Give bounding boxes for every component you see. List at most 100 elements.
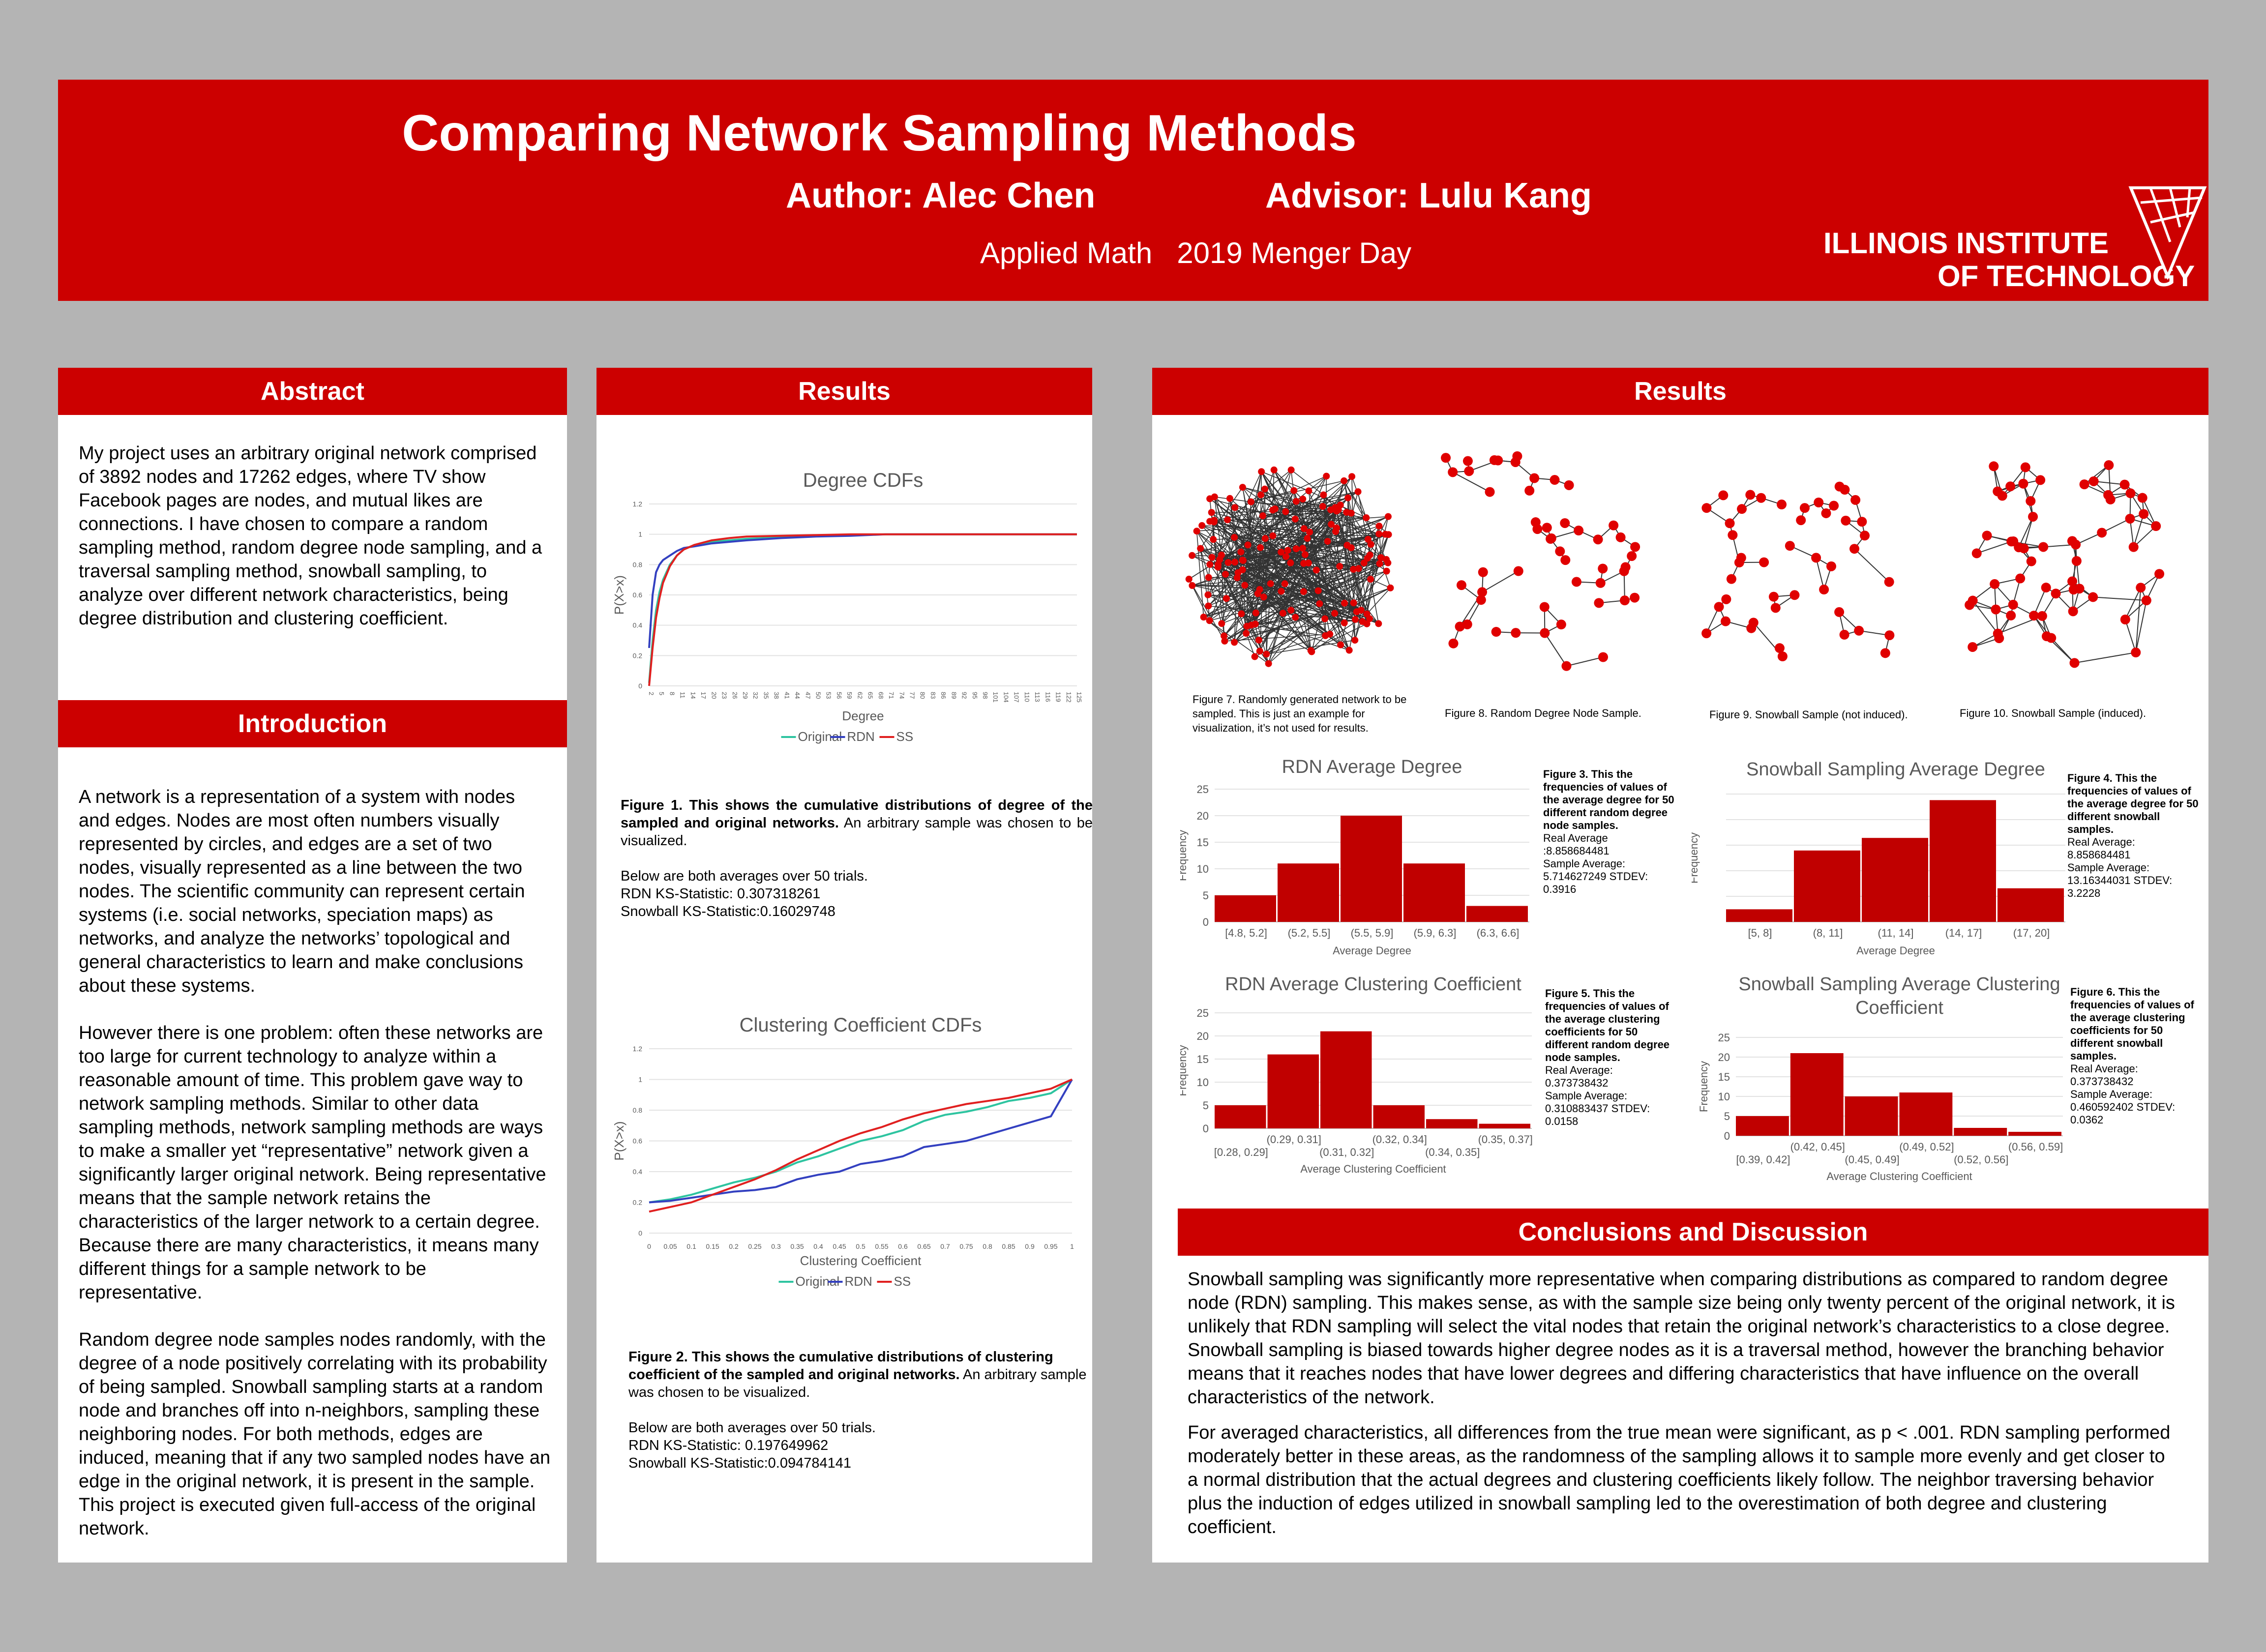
network-edge [1242, 504, 1341, 560]
network-edge [1268, 590, 1319, 664]
network-edge [1291, 470, 1324, 496]
figure-2-snowball-ks: Snowball KS-Statistic:0.094784141 [628, 1455, 852, 1471]
network-node [1189, 582, 1196, 589]
network-node [1278, 548, 1285, 556]
network-node [1261, 535, 1269, 542]
network-node [1777, 651, 1788, 662]
series-line-original [649, 1078, 1073, 1204]
network-node [1363, 610, 1371, 618]
figure-6-sample-label: Sample Average: [2070, 1088, 2153, 1100]
chart-title: RDN Average Clustering Coefficient [1225, 974, 1521, 995]
right-column-panel [1152, 368, 2208, 1563]
network-node [1539, 602, 1550, 612]
network-node [1206, 617, 1213, 624]
histogram-bar [1466, 906, 1528, 922]
network-node [1291, 515, 1299, 523]
network-edge [1242, 560, 1291, 611]
network-node [1263, 650, 1270, 658]
network-node [1279, 610, 1286, 617]
x-tick-label: 98 [982, 692, 989, 699]
network-node [1189, 552, 1196, 559]
network-edge [1229, 498, 1247, 634]
network-node [1267, 580, 1274, 588]
histogram-bar [1998, 888, 2064, 922]
figure-3-real-value: :8.858684481 [1543, 845, 1610, 857]
network-node [1257, 544, 1264, 551]
x-tick-label: 0.15 [706, 1242, 719, 1250]
x-tick-label: 1 [1070, 1242, 1074, 1250]
network-edge [1214, 517, 1367, 521]
x-tick-label: (0.35, 0.37] [1478, 1133, 1533, 1146]
network-node [1282, 553, 1290, 560]
x-tick-label: [0.28, 0.29] [1214, 1146, 1268, 1158]
histogram-bar [1794, 850, 1860, 922]
figure-2-rdn-ks: RDN KS-Statistic: 0.197649962 [628, 1438, 829, 1453]
network-node [1770, 603, 1781, 613]
network-edge [1224, 569, 1317, 642]
network-edge [1311, 623, 1367, 651]
network-node [1540, 628, 1550, 638]
y-tick-label: 25 [1718, 1032, 1730, 1044]
network-node [1609, 520, 1619, 531]
x-tick-label: 2 [648, 692, 655, 695]
network-edge [1272, 535, 1297, 549]
random-network-graph [1185, 466, 1394, 667]
legend-label: SS [896, 729, 914, 744]
y-tick-label: 20 [1197, 1030, 1209, 1042]
histogram-bar [1373, 1105, 1425, 1128]
histogram-bar [1930, 800, 1996, 922]
network-edge [2023, 516, 2034, 549]
network-edge [1366, 588, 1391, 615]
x-tick-label: 68 [877, 692, 885, 699]
x-tick-label: 71 [888, 692, 895, 699]
network-node [1239, 484, 1246, 491]
network-node [1884, 577, 1894, 587]
x-tick-label: 26 [731, 692, 739, 699]
figure-4-real-label: Real Average: [2067, 836, 2135, 848]
series-line-ss [649, 1078, 1073, 1213]
network-node [1259, 512, 1266, 520]
x-tick-label: 0.95 [1044, 1242, 1057, 1250]
x-tick-label: 95 [971, 692, 979, 699]
histogram-bar [1479, 1123, 1530, 1128]
network-node [1511, 628, 1521, 638]
x-tick-label: 77 [908, 692, 916, 699]
network-node [1193, 528, 1200, 535]
network-node [1796, 515, 1806, 526]
network-node [1728, 530, 1738, 540]
network-node [1281, 580, 1288, 588]
conclusions-heading: Conclusions and Discussion [1178, 1209, 2208, 1256]
network-edge [1353, 569, 1362, 611]
network-node [1993, 628, 2003, 639]
network-node [1991, 604, 2001, 615]
network-node [1542, 523, 1552, 533]
network-edge [2124, 619, 2137, 653]
y-tick-label: 0.2 [633, 651, 643, 659]
network-node [1320, 491, 1327, 499]
x-tick-label: (0.56, 0.59] [2008, 1141, 2063, 1153]
chart-title: Degree CDFs [803, 470, 924, 491]
network-node [1701, 628, 1712, 639]
x-tick-label: [5, 8] [1748, 927, 1772, 939]
x-tick-label: 32 [752, 692, 759, 699]
network-node [1343, 508, 1350, 516]
network-node [1252, 609, 1259, 617]
network-node [1594, 598, 1604, 608]
figure-9-caption: Figure 9. Snowball Sample (not induced). [1709, 708, 1908, 721]
network-node [1375, 523, 1383, 530]
network-node [2088, 592, 2098, 602]
network-node [1256, 648, 1263, 655]
network-node [1337, 641, 1344, 649]
network-edge [1242, 487, 1264, 597]
snowball-induced-graph [1965, 460, 2165, 668]
network-node [1305, 487, 1312, 495]
network-node [2041, 631, 2052, 642]
network-node [1774, 643, 1785, 653]
network-node [1561, 661, 1572, 671]
network-edge [2074, 652, 2136, 664]
intro-paragraph-3: Random degree node samples nodes randoml… [79, 1329, 551, 1539]
x-tick-label: (11, 14] [1878, 927, 1914, 939]
x-tick-label: 0.2 [729, 1242, 739, 1250]
network-node [1630, 592, 1640, 603]
network-node [1247, 498, 1254, 505]
